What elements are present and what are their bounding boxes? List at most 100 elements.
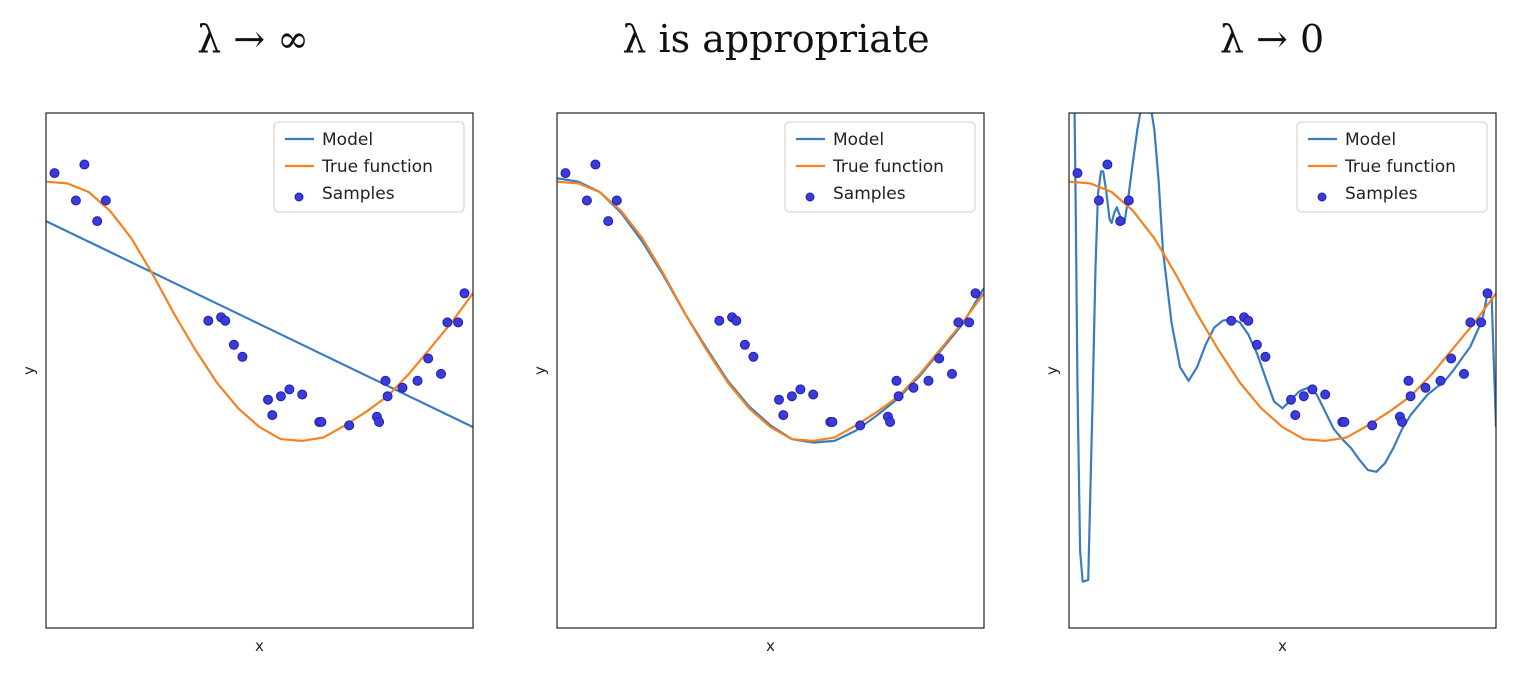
sample-point [947,368,957,379]
panel-title: λ is appropriate [622,17,929,61]
sample-point [1465,317,1476,328]
sample-point [344,420,355,431]
sample-point [1307,384,1318,395]
sample-point [1298,391,1309,402]
sample-point [382,391,393,402]
sample-point [453,317,464,328]
sample-point [1420,382,1431,393]
axes-frame [556,112,985,629]
sample-point [934,353,945,364]
legend-label: Samples [1345,184,1418,204]
y-axis-label: y [20,366,38,375]
true-function-line [1069,180,1496,442]
sample-point [1072,168,1083,179]
sample-point [100,195,111,206]
sample-point [275,391,286,402]
sample-point [49,168,60,179]
sample-point [778,410,789,421]
plot-area [1069,113,1496,583]
sample-point [263,394,273,405]
panel-title: λ → ∞ [197,17,309,61]
sample-point [284,384,295,395]
sample-point [1367,420,1378,431]
sample-point [964,317,975,328]
sample-point [1093,195,1104,206]
y-axis-label: y [1043,366,1061,375]
sample-point [1123,195,1134,206]
sample-point [203,315,214,326]
panel-title: λ → 0 [1220,17,1324,61]
true-function-line [46,180,473,442]
plot-area [46,159,473,442]
sample-point [1403,375,1414,386]
axes-frame [45,112,474,629]
sample-point [1290,410,1301,421]
legend-label: Model [322,130,373,150]
sample-point [1339,417,1350,427]
sample-point [267,410,278,421]
sample-point [748,351,759,362]
axes-frame [1068,112,1497,629]
sample-point [1251,339,1262,350]
true-function-line [557,180,984,442]
sample-point [739,339,750,350]
y-axis-label: y [531,366,549,375]
chart-panel-1: λ → ∞ x y Model True function Samples [20,17,474,655]
sample-point [1397,417,1408,427]
sample-point [70,195,81,206]
sample-point [1476,317,1487,328]
sample-point [1243,315,1254,326]
sample-point [220,315,231,326]
legend-label: Model [1345,130,1396,150]
sample-point [774,394,784,405]
sample-point [92,216,103,227]
sample-point [412,375,423,386]
sample-point [590,159,601,170]
legend-box [784,121,976,213]
legend-label: Samples [322,184,395,204]
sample-point [923,375,934,386]
model-line [557,177,984,444]
sample-point [1260,351,1271,362]
legend-marker-samples [805,192,815,202]
sample-point [581,195,592,206]
sample-point [603,216,614,227]
legend-box [1296,121,1488,213]
sample-point [397,382,408,393]
sample-point [885,417,896,427]
sample-point [459,288,470,299]
sample-point [786,391,797,402]
sample-point [731,315,742,326]
sample-point [228,339,239,350]
sample-point [79,159,90,170]
legend-label: Model [833,130,884,150]
sample-point [297,389,308,400]
model-line [1073,113,1496,583]
sample-point [970,288,981,299]
sample-point [374,417,385,427]
legend: Model True function Samples [784,121,976,213]
sample-point [1226,315,1237,326]
sample-point [423,353,434,364]
sample-point [380,375,391,386]
legend: Model True function Samples [1296,121,1488,213]
x-axis-label: x [766,637,775,655]
sample-point [1459,368,1469,379]
sample-point [891,375,902,386]
chart-panel-3: λ → 0 x y Model True function Samples [1043,17,1497,655]
sample-point [714,315,725,326]
legend-marker-samples [294,192,304,202]
sample-point [1482,288,1493,299]
sample-point [316,417,327,427]
sample-point [808,389,819,400]
chart-panel-2: λ is appropriate x y Model True function Samp… [531,17,985,655]
sample-point [827,417,838,427]
sample-point [855,420,866,431]
model-line [46,220,473,429]
sample-point [1435,375,1446,386]
sample-point [237,351,248,362]
sample-point [1286,394,1296,405]
legend-marker-samples [1317,192,1327,202]
sample-point [436,368,446,379]
